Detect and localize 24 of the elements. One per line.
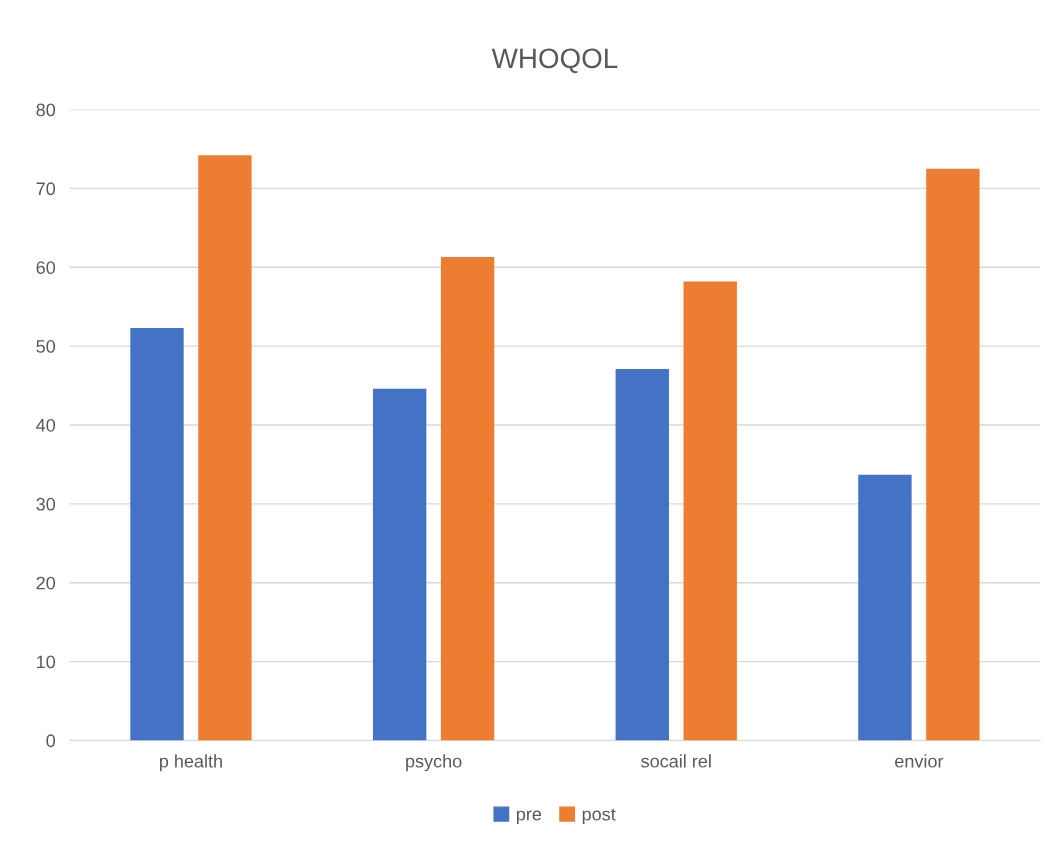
- y-tick-label: 20: [36, 576, 56, 590]
- x-tick-label: psycho: [406, 754, 462, 772]
- bar: [440, 257, 495, 741]
- bar: [372, 388, 427, 741]
- chart-title: WHOQOL: [491, 48, 618, 74]
- x-tick-label: envior: [895, 754, 944, 768]
- bar: [926, 168, 980, 741]
- x-tick-label: p health: [160, 754, 222, 772]
- bar: [198, 155, 252, 741]
- bar: [858, 474, 912, 741]
- legend-label: post: [582, 808, 616, 825]
- y-tick-label: 40: [36, 418, 56, 432]
- bar: [130, 328, 184, 741]
- legend-label: pre: [516, 810, 542, 825]
- y-tick-label: 80: [36, 103, 56, 117]
- bar: [683, 281, 737, 741]
- y-tick-label: 30: [36, 497, 56, 511]
- y-tick-label: 70: [36, 182, 56, 196]
- y-tick-label: 60: [36, 261, 56, 275]
- bar: [615, 369, 669, 741]
- x-tick-label: socail rel: [641, 754, 711, 768]
- y-tick-label: 50: [36, 340, 56, 353]
- y-tick-label: 10: [37, 655, 56, 669]
- y-tick-label: 0: [46, 734, 56, 748]
